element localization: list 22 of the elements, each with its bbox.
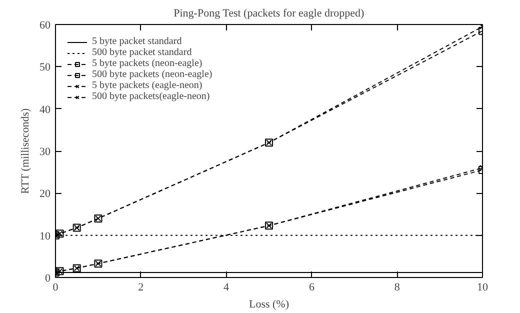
x-tick-label: 0 [52, 282, 59, 294]
legend-label: 5 byte packet standard [92, 36, 182, 47]
y-tick-label: 10 [40, 230, 51, 242]
y-axis-title: RTT (milliseconds) [20, 108, 32, 194]
x-axis-title: Loss (%) [248, 298, 290, 310]
legend-label: 5 byte packets (eagle-neon) [92, 80, 202, 91]
x-tick-label: 4 [224, 282, 230, 294]
x-tick-label: 6 [308, 282, 315, 294]
chart-title: Ping-Pong Test (packets for eagle dropped) [174, 8, 365, 20]
y-tick-label: 30 [40, 146, 51, 158]
legend-label: 500 byte packets(eagle-neon) [92, 91, 210, 102]
x-tick-label: 2 [138, 282, 144, 294]
legend-label: 500 byte packet standard [92, 47, 192, 58]
y-tick-label: 60 [40, 20, 51, 32]
x-tick-label: 10 [477, 282, 488, 294]
legend-label: 5 byte packets (neon-eagle) [92, 58, 202, 69]
x-tick-label: 8 [394, 282, 400, 294]
legend-label: 500 byte packets (neon-eagle) [92, 69, 212, 80]
y-tick-label: 20 [40, 188, 51, 200]
y-tick-label: 50 [40, 62, 51, 74]
y-tick-label: 0 [45, 272, 51, 284]
y-tick-label: 40 [40, 104, 51, 116]
